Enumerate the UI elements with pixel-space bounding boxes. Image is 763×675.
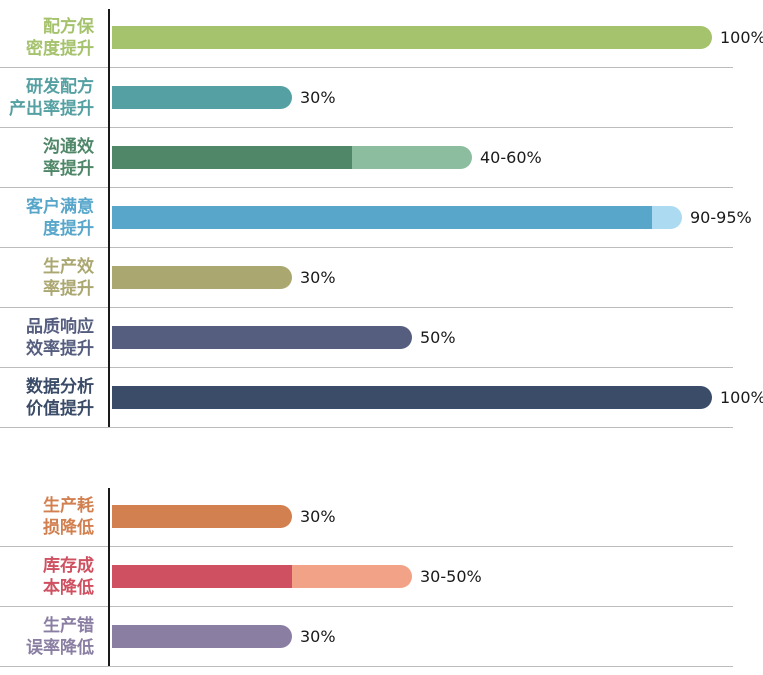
bar-main-segment: [112, 206, 652, 229]
value-label: 100%: [720, 388, 763, 407]
bar: [112, 326, 412, 349]
group-top: 配方保 密度提升 100% 研发配方 产出率提升 30% 沟通效 率提升 40-60% 客户满意度…: [0, 8, 763, 428]
category-label-line: 配方保: [43, 16, 94, 37]
value-label: 30%: [300, 507, 336, 526]
category-label: 生产耗 损降低: [0, 495, 110, 539]
value-label: 30%: [300, 268, 336, 287]
bar: [112, 266, 292, 289]
category-label-line: 效率提升: [26, 338, 94, 359]
category-label: 库存成 本降低: [0, 555, 110, 599]
value-label: 40-60%: [480, 148, 542, 167]
bar-area: 50%: [112, 308, 733, 367]
bar: [112, 565, 412, 588]
bar: [112, 26, 712, 49]
category-label-line: 生产耗: [43, 495, 94, 516]
table-row: 生产效 率提升 30%: [0, 248, 733, 308]
bar-area: 30-50%: [112, 547, 733, 606]
table-row: 配方保 密度提升 100%: [0, 8, 763, 68]
bar-area: 100%: [112, 8, 763, 67]
table-row: 生产错 误率降低 30%: [0, 607, 733, 667]
bar-area: 30%: [112, 248, 733, 307]
table-row: 品质响应 效率提升 50%: [0, 308, 733, 368]
table-row: 生产耗 损降低 30%: [0, 487, 733, 547]
category-label-line: 研发配方: [26, 76, 94, 97]
category-label-line: 密度提升: [26, 38, 94, 59]
group-bottom: 生产耗 损降低 30% 库存成 本降低 30-50% 生产错 误率降低 30%: [0, 487, 733, 667]
table-row: 沟通效 率提升 40-60%: [0, 128, 733, 188]
category-label-line: 生产错: [43, 615, 94, 636]
category-label-line: 数据分析: [26, 376, 94, 397]
category-label-line: 误率降低: [26, 637, 94, 658]
category-label: 配方保 密度提升: [0, 16, 110, 60]
axis-line: [108, 9, 110, 427]
category-label-line: 率提升: [43, 158, 94, 179]
category-label: 研发配方 产出率提升: [0, 76, 110, 120]
category-label-line: 产出率提升: [9, 98, 94, 119]
bar: [112, 625, 292, 648]
value-label: 30-50%: [420, 567, 482, 586]
bar-area: 100%: [112, 368, 763, 427]
value-label: 30%: [300, 88, 336, 107]
category-label: 客户满意 度提升: [0, 196, 110, 240]
bar: [112, 206, 682, 229]
category-label-line: 率提升: [43, 278, 94, 299]
bar: [112, 146, 472, 169]
category-label-line: 品质响应: [26, 316, 94, 337]
table-row: 库存成 本降低 30-50%: [0, 547, 733, 607]
bar-area: 30%: [112, 68, 733, 127]
category-label: 沟通效 率提升: [0, 136, 110, 180]
bar-area: 30%: [112, 607, 733, 666]
value-label: 30%: [300, 627, 336, 646]
category-label: 品质响应 效率提升: [0, 316, 110, 360]
bar-area: 30%: [112, 487, 733, 546]
bar: [112, 86, 292, 109]
category-label-line: 库存成: [43, 555, 94, 576]
bar-main-segment: [112, 146, 352, 169]
value-label: 90-95%: [690, 208, 752, 227]
bar: [112, 505, 292, 528]
bar-main-segment: [112, 565, 292, 588]
axis-line: [108, 488, 110, 666]
category-label-line: 价值提升: [26, 398, 94, 419]
category-label-line: 沟通效: [43, 136, 94, 157]
table-row: 客户满意 度提升 90-95%: [0, 188, 752, 248]
category-label-line: 客户满意: [26, 196, 94, 217]
category-label-line: 度提升: [43, 218, 94, 239]
bar: [112, 386, 712, 409]
bar-area: 90-95%: [112, 188, 752, 247]
value-label: 100%: [720, 28, 763, 47]
value-label: 50%: [420, 328, 456, 347]
category-label: 生产错 误率降低: [0, 615, 110, 659]
bar-area: 40-60%: [112, 128, 733, 187]
category-label-line: 损降低: [43, 517, 94, 538]
category-label: 生产效 率提升: [0, 256, 110, 300]
category-label-line: 生产效: [43, 256, 94, 277]
table-row: 数据分析 价值提升 100%: [0, 368, 763, 428]
table-row: 研发配方 产出率提升 30%: [0, 68, 733, 128]
category-label-line: 本降低: [43, 577, 94, 598]
category-label: 数据分析 价值提升: [0, 376, 110, 420]
